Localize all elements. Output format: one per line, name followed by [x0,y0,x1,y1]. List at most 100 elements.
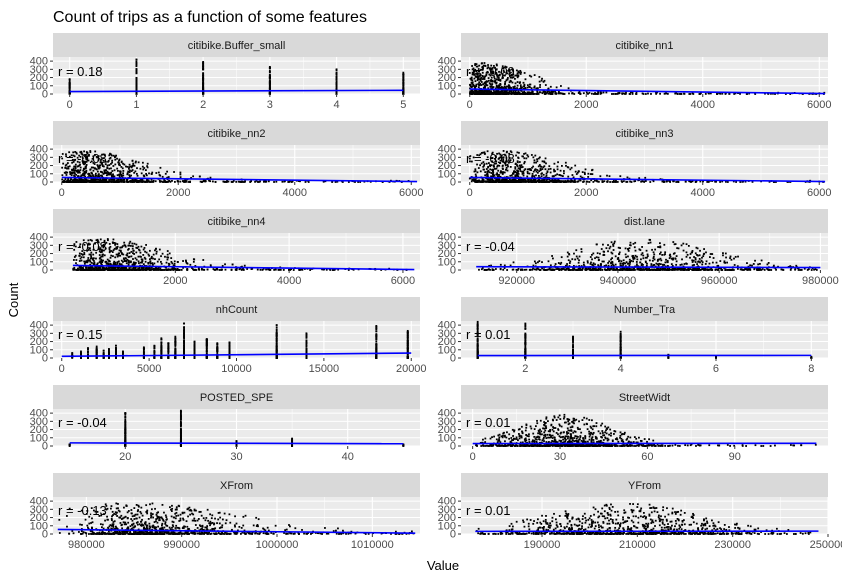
data-point [476,171,479,174]
data-point [766,263,769,266]
x-axis: 2000 4000 6000 [163,270,415,287]
data-point [68,80,71,83]
data-point [97,167,100,170]
data-point [546,178,549,181]
data-point [490,87,493,90]
data-point [506,92,509,95]
data-point [131,160,134,162]
data-point [99,174,102,177]
data-point [699,93,701,95]
data-point [481,178,484,181]
data-point [475,75,478,78]
data-point [121,179,124,182]
data-point [531,166,533,169]
data-point [729,257,731,259]
data-point [117,169,119,172]
x-tick-label: 6000 [399,187,423,199]
data-point [132,258,134,260]
data-point [508,92,511,94]
data-point [128,261,131,264]
data-point [126,268,129,271]
data-point [567,87,570,90]
data-point [704,93,707,95]
data-point [224,268,227,271]
data-point [672,180,675,183]
data-point [511,73,514,76]
data-point [135,77,138,80]
data-point [545,172,548,175]
data-point [78,260,81,262]
data-point [68,90,71,93]
data-point [545,174,548,177]
data-point [113,175,116,178]
data-point [102,165,105,168]
data-point [74,254,77,257]
data-point [80,175,82,178]
data-point [567,259,570,262]
data-point [489,157,492,160]
x-tick-label: 4000 [691,187,715,199]
data-point [533,161,536,164]
data-point [641,180,644,183]
data-point [116,157,118,160]
data-point [82,162,85,165]
data-point [621,92,624,95]
data-point [78,170,81,173]
data-point [167,262,170,265]
y-tick-label: 400 [30,232,48,244]
data-point [678,93,681,95]
data-point [254,180,256,183]
data-point [511,68,513,71]
data-point [533,159,536,162]
data-point [600,248,603,250]
data-point [617,92,620,94]
data-point [85,178,88,181]
data-point [490,79,493,81]
data-point [504,86,507,89]
data-point [268,70,271,72]
data-point [478,64,481,67]
data-point [114,180,117,183]
data-point [504,164,507,167]
data-point [556,173,559,176]
data-point [606,174,608,177]
data-point [68,85,71,87]
y-tick-label: 100 [30,80,48,92]
data-point [65,171,68,174]
data-point [119,172,122,175]
data-point [501,171,504,174]
data-point [97,173,100,176]
data-point [202,72,205,75]
data-point [131,169,134,171]
data-point [494,179,497,182]
data-point [531,91,534,93]
data-point [644,176,647,179]
data-point [473,170,476,173]
data-point [488,171,491,174]
data-point [134,179,137,182]
data-point [587,172,590,175]
facet-strip [53,121,420,145]
data-point [68,165,71,168]
data-point [517,90,520,93]
data-point [545,179,548,182]
data-point [599,175,602,178]
data-point [66,167,68,170]
data-point [624,262,627,265]
data-point [471,79,474,82]
y-tick-label: 400 [438,56,456,68]
data-point [482,161,485,163]
data-point [130,260,132,263]
data-point [475,91,478,94]
data-point [508,86,511,89]
data-point [127,248,129,251]
data-point [112,262,115,265]
data-point [112,255,114,258]
data-point [67,177,70,180]
data-point [640,253,643,256]
data-point [100,161,103,164]
data-point [69,172,72,175]
data-point [558,180,561,183]
data-point [192,175,195,178]
data-point [131,178,134,181]
